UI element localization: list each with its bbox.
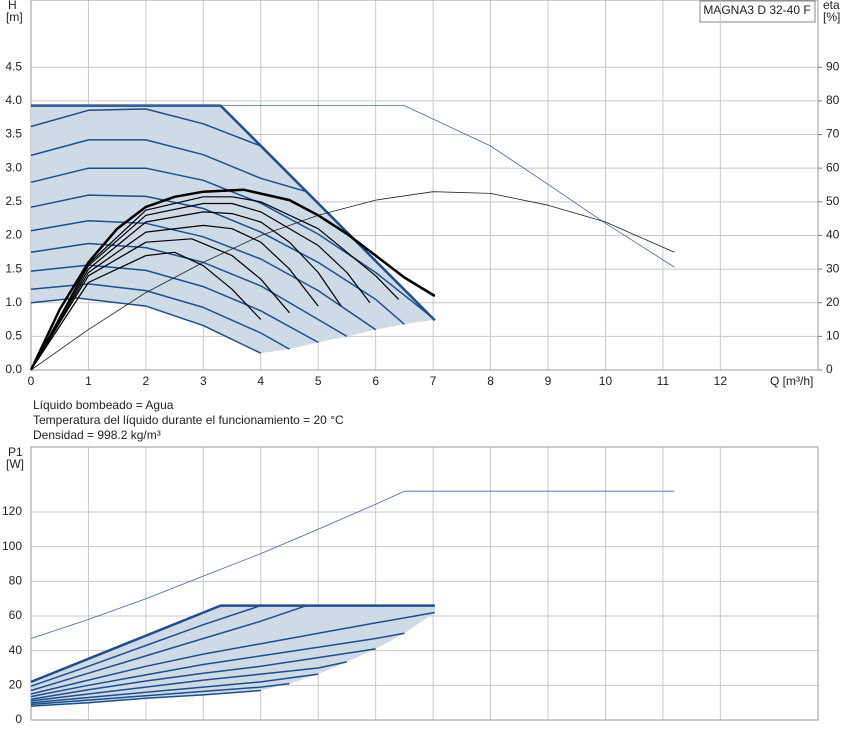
chart: 0 1 2 3 4 5 6 7 8 9 10 11 120.00.51.01.52.02.53.03.5… [5,0,840,442]
y2-tick-label: 60 [826,160,840,174]
curve [30,632,405,698]
curve [30,139,307,193]
curve [30,196,400,371]
y-tick-label: 20 [9,678,23,692]
y2-tick-label: 90 [826,59,840,73]
y-tick-label: 0.0 [5,362,22,376]
curve [30,167,436,321]
curve [30,219,377,331]
y2-tick-label: 30 [826,261,840,275]
y-tick-label: 2.0 [5,228,22,242]
y-tick-label: 3.0 [5,160,22,174]
operating-range [31,605,435,707]
model-box [699,0,816,23]
curve [30,611,435,695]
curve [30,648,376,700]
x-tick-label: 8 [487,374,494,388]
y2-axis-label: eta [823,0,840,12]
curve [30,604,435,684]
y2-tick-label: 10 [826,329,840,343]
note: Temperatura del líquido durante el funci… [33,413,344,427]
curve [30,191,675,371]
plot-frame [30,446,819,721]
x-tick-label: 7 [430,374,437,388]
curve [30,264,319,344]
curve [30,604,307,692]
curve [30,604,262,687]
curve [30,490,675,639]
curve [30,211,342,371]
curve [31,105,675,268]
y-tick-label: 1.5 [5,261,22,275]
model-label: MAGNA3 D 32-40 F [703,3,810,17]
x-tick-label: 6 [372,374,379,388]
x-tick-label: 11 [657,374,670,388]
x-tick-label: 1 [85,374,92,388]
x-tick-label: 5 [315,374,322,388]
x-tick-label: 9 [545,374,552,388]
y-tick-label: 80 [9,574,23,588]
y-axis-label: P1 [8,445,23,459]
chart: 0 20 40 60 80 100 120 P1[W] [2,445,819,726]
y2-tick-label: 50 [826,194,840,208]
curve [30,673,319,704]
y-tick-label: 1.0 [5,295,22,309]
y-tick-label: 4.0 [5,93,22,107]
y-tick-label: 4.5 [5,59,22,73]
curve [30,251,262,371]
y2-tick-label: 80 [826,93,840,107]
note: Líquido bombeado = Agua [33,398,174,412]
x-axis-label: Q [m³/h] [770,374,813,388]
y-tick-label: 60 [9,608,23,622]
y-tick-label: 120 [2,504,22,518]
y2-axis-unit: [%] [823,10,840,24]
x-tick-label: 3 [200,374,207,388]
y-tick-label: 100 [2,539,22,553]
x-tick-label: 12 [714,374,728,388]
curve [30,238,290,371]
y2-tick-label: 20 [826,295,840,309]
curve [30,682,290,706]
x-tick-label: 0 [28,374,35,388]
x-tick-label: 10 [599,374,613,388]
curve [30,108,262,147]
y-tick-label: 0.5 [5,329,22,343]
y-axis-unit: [W] [6,457,24,471]
y2-tick-label: 70 [826,127,840,141]
x-tick-label: 2 [143,374,150,388]
curve [30,194,405,325]
y2-tick-label: 40 [826,228,840,242]
note: Densidad = 998.2 kg/m³ [33,428,161,442]
y-tick-label: 2.5 [5,194,22,208]
y-tick-label: 3.5 [5,127,22,141]
curve [29,188,436,371]
y-axis-label: H [8,0,17,12]
x-tick-label: 4 [257,374,264,388]
curve [30,297,262,354]
y-tick-label: 40 [9,643,23,657]
y-tick-label: 0 [15,712,22,726]
curve [30,202,371,371]
y-axis-unit: [m] [6,10,23,24]
curve [30,689,261,707]
curve [30,661,348,702]
y2-tick-label: 0 [826,362,833,376]
curve [30,224,319,371]
